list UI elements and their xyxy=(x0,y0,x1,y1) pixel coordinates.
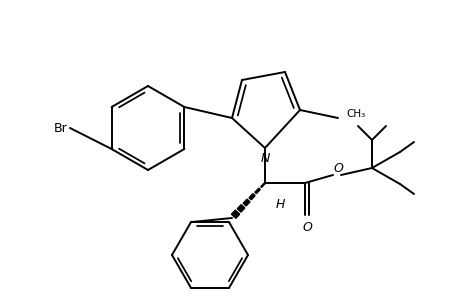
Text: H: H xyxy=(275,198,285,211)
Text: O: O xyxy=(332,161,342,175)
Polygon shape xyxy=(243,199,249,206)
Polygon shape xyxy=(260,183,265,188)
Polygon shape xyxy=(231,210,239,218)
Polygon shape xyxy=(248,194,255,200)
Polygon shape xyxy=(237,205,244,212)
Polygon shape xyxy=(254,188,260,194)
Text: O: O xyxy=(302,221,311,234)
Text: Br: Br xyxy=(54,122,68,134)
Text: N: N xyxy=(260,152,269,165)
Text: CH₃: CH₃ xyxy=(345,109,364,119)
